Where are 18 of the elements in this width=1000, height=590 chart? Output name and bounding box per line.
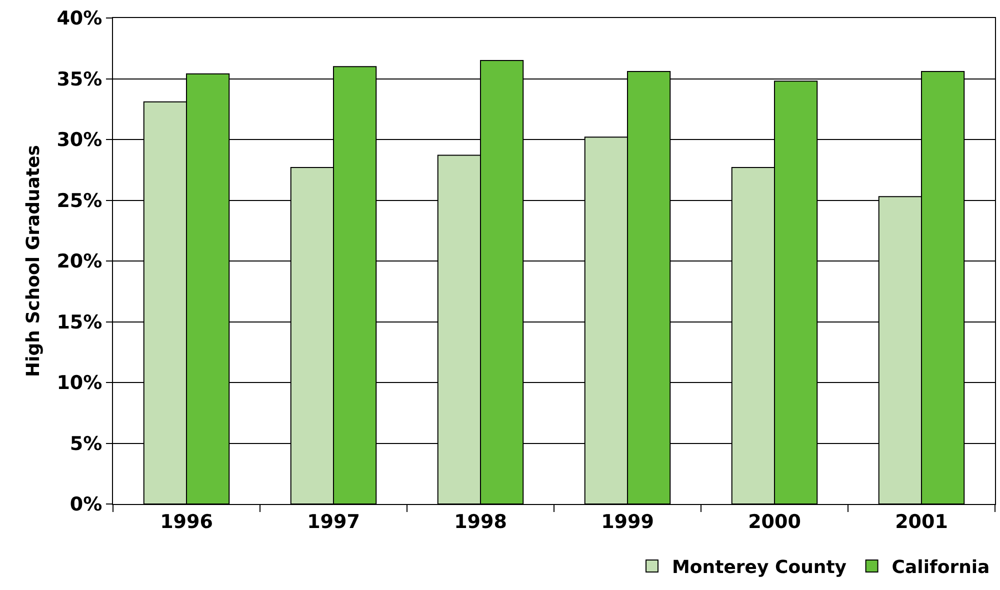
y-tick-label: 5% [70,432,102,455]
y-tick-label: 15% [56,311,102,334]
x-tick-label: 1996 [160,510,213,533]
y-tick-label: 0% [70,494,102,516]
legend-label: California [892,556,990,578]
y-tick-label: 35% [56,68,102,90]
x-tick-label: 1997 [307,510,360,533]
y-tick-label: 10% [56,372,102,394]
y-tick-label: 20% [56,250,102,273]
x-tick-label: 2001 [895,510,948,533]
y-tick-label: 25% [56,190,102,212]
y-axis-title: High School Graduates [22,145,44,377]
x-tick-label: 2000 [748,510,801,533]
y-tick-label: 30% [56,129,102,152]
legend-label: Monterey County [672,556,847,578]
x-tick-label: 1998 [454,510,507,533]
x-tick-label: 1999 [601,510,654,533]
y-tick-label: 40% [56,8,102,30]
